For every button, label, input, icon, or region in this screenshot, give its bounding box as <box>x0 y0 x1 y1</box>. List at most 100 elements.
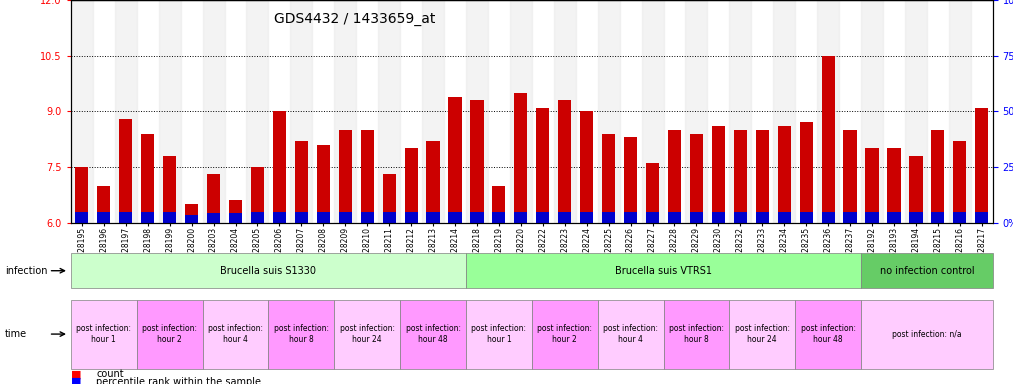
Text: post infection:
hour 4: post infection: hour 4 <box>603 324 658 344</box>
Text: percentile rank within the sample: percentile rank within the sample <box>96 377 261 384</box>
Bar <box>338 130 352 223</box>
Bar <box>361 130 374 223</box>
Bar <box>624 137 637 223</box>
Bar <box>97 212 110 223</box>
Bar <box>580 111 594 223</box>
Bar <box>515 93 528 223</box>
Bar <box>515 212 528 223</box>
Bar <box>646 212 659 223</box>
Bar <box>733 130 747 223</box>
Bar <box>251 167 264 223</box>
Bar <box>404 149 417 223</box>
Bar <box>71 0 93 223</box>
Bar <box>361 212 374 223</box>
Bar <box>466 0 488 223</box>
Bar <box>778 212 791 223</box>
Bar <box>229 214 242 223</box>
Bar <box>817 0 839 223</box>
Bar <box>470 100 483 223</box>
Bar <box>799 212 812 223</box>
Text: post infection:
hour 8: post infection: hour 8 <box>669 324 724 344</box>
Bar <box>602 134 615 223</box>
Text: post infection: n/a: post infection: n/a <box>892 329 961 339</box>
Bar <box>492 185 505 223</box>
Bar <box>378 0 400 223</box>
Bar <box>931 212 944 223</box>
Bar <box>865 212 878 223</box>
Bar <box>949 0 970 223</box>
Bar <box>558 100 571 223</box>
Bar <box>207 214 220 223</box>
Bar <box>778 126 791 223</box>
Bar <box>291 0 312 223</box>
Bar <box>272 212 286 223</box>
Bar <box>383 174 396 223</box>
Bar <box>75 212 88 223</box>
Bar <box>141 212 154 223</box>
Bar <box>690 134 703 223</box>
Bar <box>976 212 989 223</box>
Text: infection: infection <box>5 266 48 276</box>
Bar <box>295 141 308 223</box>
Bar <box>756 130 769 223</box>
Bar <box>317 145 330 223</box>
Text: time: time <box>5 329 27 339</box>
Bar <box>185 204 199 223</box>
Bar <box>844 130 857 223</box>
Bar <box>733 212 747 223</box>
Text: post infection:
hour 48: post infection: hour 48 <box>800 324 856 344</box>
Bar <box>229 200 242 223</box>
Text: post infection:
hour 8: post infection: hour 8 <box>274 324 329 344</box>
Bar <box>510 0 532 223</box>
Text: no infection control: no infection control <box>879 266 975 276</box>
Bar <box>602 212 615 223</box>
Bar <box>865 149 878 223</box>
Bar <box>141 134 154 223</box>
Bar <box>246 0 268 223</box>
Bar <box>317 212 330 223</box>
Bar <box>426 141 440 223</box>
Bar <box>646 163 659 223</box>
Bar <box>624 212 637 223</box>
Bar <box>470 212 483 223</box>
Bar <box>422 0 444 223</box>
Bar <box>97 185 110 223</box>
Bar <box>953 212 966 223</box>
Bar <box>931 130 944 223</box>
Bar <box>799 122 812 223</box>
Bar <box>207 174 220 223</box>
Bar <box>163 212 176 223</box>
Bar <box>163 156 176 223</box>
Bar <box>887 149 901 223</box>
Bar <box>120 212 133 223</box>
Bar <box>536 212 549 223</box>
Bar <box>822 56 835 223</box>
Text: Brucella suis S1330: Brucella suis S1330 <box>221 266 316 276</box>
Bar <box>426 212 440 223</box>
Text: count: count <box>96 369 124 379</box>
Bar <box>334 0 357 223</box>
Text: post infection:
hour 2: post infection: hour 2 <box>142 324 198 344</box>
Bar <box>492 212 505 223</box>
Bar <box>712 126 725 223</box>
Bar <box>690 212 703 223</box>
Text: post infection:
hour 1: post infection: hour 1 <box>471 324 527 344</box>
Bar <box>404 212 417 223</box>
Text: post infection:
hour 4: post infection: hour 4 <box>208 324 263 344</box>
Bar <box>905 0 927 223</box>
Text: post infection:
hour 48: post infection: hour 48 <box>405 324 461 344</box>
Bar <box>185 215 199 223</box>
Text: post infection:
hour 24: post infection: hour 24 <box>339 324 395 344</box>
Bar <box>668 130 681 223</box>
Text: ■: ■ <box>71 377 81 384</box>
Bar <box>75 167 88 223</box>
Text: GDS4432 / 1433659_at: GDS4432 / 1433659_at <box>274 12 436 25</box>
Text: post infection:
hour 1: post infection: hour 1 <box>76 324 132 344</box>
Text: post infection:
hour 24: post infection: hour 24 <box>734 324 790 344</box>
Bar <box>773 0 795 223</box>
Bar <box>536 108 549 223</box>
Bar <box>383 212 396 223</box>
Bar <box>251 212 264 223</box>
Bar <box>295 212 308 223</box>
Bar <box>641 0 664 223</box>
